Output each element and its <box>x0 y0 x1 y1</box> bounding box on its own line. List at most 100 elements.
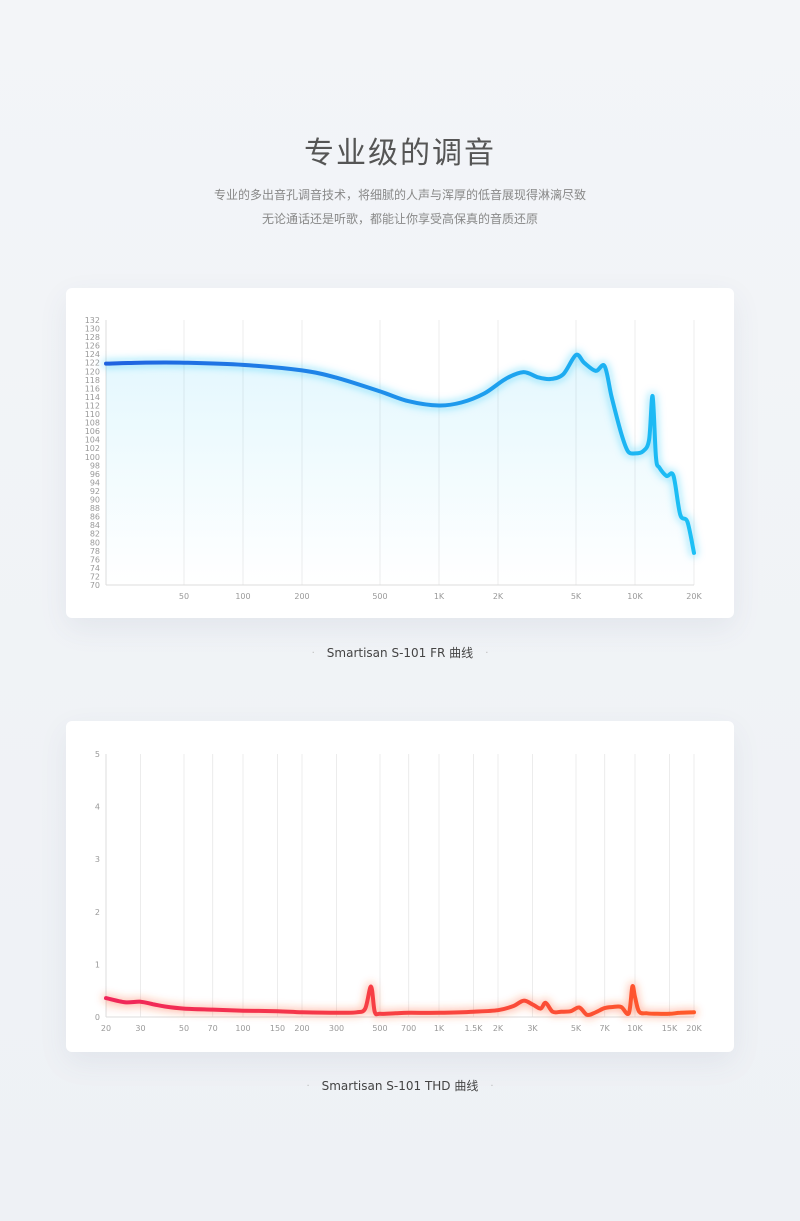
y-tick-label: 76 <box>90 555 100 564</box>
thd-chart-card: 0 1 2 3 4 5 20 30 50 70 100 150 200 300 500 700 1K 1.5K 2K… <box>66 721 734 1052</box>
data-point <box>627 1012 630 1015</box>
data-point <box>693 1011 696 1014</box>
data-point <box>537 376 540 379</box>
caption-dot-left: · <box>311 648 315 659</box>
fr-chart: 7072747678808284868890929496981001021041… <box>85 316 703 601</box>
x-tick-label: 2K <box>493 592 504 601</box>
y-tick-label: 100 <box>85 453 100 462</box>
y-tick-label: 1 <box>95 960 100 969</box>
x-tick-label: 70 <box>208 1024 218 1033</box>
data-point <box>483 392 486 395</box>
data-point <box>603 365 606 368</box>
fr-caption-text: Smartisan S-101 FR 曲线 <box>326 646 474 660</box>
series-line <box>104 984 696 1018</box>
data-point <box>672 474 675 477</box>
fr-chart-card: 70 72 74 76 78 80 82 84 86 88 90 92 94 96 98 100 102 104 1… <box>66 288 734 618</box>
data-point <box>578 1006 581 1009</box>
x-tick-label: 3K <box>527 1024 538 1033</box>
x-tick-label: 500 <box>372 592 387 601</box>
data-point <box>472 1010 475 1013</box>
thd-caption-text: Smartisan S-101 THD 曲线 <box>321 1079 479 1093</box>
data-point <box>505 377 508 380</box>
x-tick-label: 20 <box>101 1024 111 1033</box>
data-point <box>460 401 463 404</box>
data-point <box>407 400 410 403</box>
data-point <box>105 362 108 365</box>
description-line-1: 专业的多出音孔调音技术，将细腻的人声与浑厚的低音展现得淋漓尽致 <box>213 188 586 202</box>
data-point <box>665 475 668 478</box>
data-point <box>648 438 651 441</box>
y-tick-label: 118 <box>85 376 100 385</box>
y-tick-label: 124 <box>85 350 100 359</box>
data-point <box>370 985 373 988</box>
y-tick-label: 2 <box>95 908 100 917</box>
x-tick-label: 200 <box>294 1024 309 1033</box>
x-tick-label: 20K <box>686 592 702 601</box>
data-point <box>626 450 629 453</box>
data-point <box>335 376 338 379</box>
x-tick-label: 30 <box>135 1024 145 1033</box>
x-tick-label: 300 <box>329 1024 344 1033</box>
data-point <box>642 450 645 453</box>
data-point <box>539 1007 542 1010</box>
description-line-2: 无论通话还是听歌，都能让你享受高保真的音质还原 <box>261 212 538 226</box>
data-point <box>152 1003 155 1006</box>
x-tick-label: 10K <box>627 592 643 601</box>
data-point <box>634 996 637 999</box>
y-tick-label: 106 <box>85 427 100 436</box>
data-point <box>611 1006 614 1009</box>
y-tick-label: 110 <box>85 410 100 419</box>
y-tick-label: 5 <box>95 750 100 759</box>
data-point <box>560 1010 563 1013</box>
series-area-fill <box>106 354 694 585</box>
y-tick-label: 70 <box>90 581 100 590</box>
data-point <box>562 373 565 376</box>
y-tick-label: 0 <box>95 1013 100 1022</box>
data-point <box>512 1005 515 1008</box>
caption-dot-right: · <box>485 648 489 659</box>
y-tick-label: 74 <box>90 564 100 573</box>
data-point <box>394 1012 397 1015</box>
data-point <box>594 369 597 372</box>
x-tick-label: 20K <box>686 1024 702 1033</box>
fr-chart-caption: · Smartisan S-101 FR 曲线 · <box>0 644 800 661</box>
data-point <box>276 1010 279 1013</box>
x-tick-label: 200 <box>294 592 309 601</box>
x-tick-label: 10K <box>627 1024 643 1033</box>
x-tick-label: 1K <box>434 592 445 601</box>
y-tick-label: 94 <box>90 478 100 487</box>
data-point <box>355 1011 358 1014</box>
data-point <box>610 395 613 398</box>
y-tick-label: 78 <box>90 547 100 556</box>
y-tick-label: 82 <box>90 530 100 539</box>
data-point <box>183 361 186 364</box>
data-point <box>658 466 661 469</box>
x-tick-label: 15K <box>662 1024 678 1033</box>
data-point <box>242 363 245 366</box>
data-point <box>679 1011 682 1014</box>
data-point <box>522 371 525 374</box>
data-point <box>379 390 382 393</box>
y-tick-label: 116 <box>85 384 100 393</box>
y-tick-label: 80 <box>90 538 100 547</box>
y-tick-label: 132 <box>85 316 100 325</box>
data-point <box>438 1011 441 1014</box>
data-point <box>105 997 108 1000</box>
data-point <box>594 1011 597 1014</box>
data-point <box>301 369 304 372</box>
x-tick-label: 700 <box>401 1024 416 1033</box>
data-point <box>544 1001 547 1004</box>
x-tick-label: 50 <box>179 1024 189 1033</box>
caption-dot-right: · <box>490 1081 494 1092</box>
data-point <box>183 1007 186 1010</box>
caption-dot-left: · <box>306 1081 310 1092</box>
y-tick-label: 90 <box>90 496 100 505</box>
data-point <box>211 1008 214 1011</box>
data-point <box>693 551 696 554</box>
data-point <box>679 513 682 516</box>
y-tick-label: 114 <box>85 393 100 402</box>
data-point <box>569 1010 572 1013</box>
data-point <box>631 985 634 988</box>
data-point <box>645 1012 648 1015</box>
